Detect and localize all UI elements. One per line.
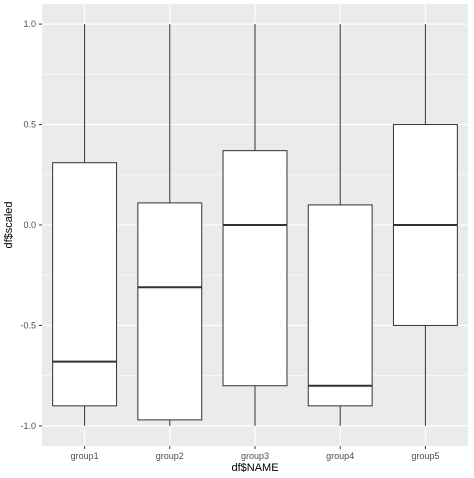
box-iqr <box>222 150 288 387</box>
box-iqr <box>307 204 373 407</box>
y-tick-label: 0.0 <box>23 220 36 230</box>
box-group5 <box>392 24 458 426</box>
box-iqr <box>52 162 118 407</box>
box-group4 <box>307 24 373 426</box>
x-tick-label: group4 <box>326 451 354 461</box>
x-axis: group1 group2 group3 group4 group5 <box>71 446 439 461</box>
y-axis-title: df$scaled <box>3 201 15 248</box>
y-tick-label: -1.0 <box>20 421 36 431</box>
x-tick-label: group2 <box>156 451 184 461</box>
y-tick-label: 1.0 <box>23 19 36 29</box>
x-tick-label: group5 <box>411 451 439 461</box>
y-tick-label: -0.5 <box>20 320 36 330</box>
x-tick-label: group3 <box>241 451 269 461</box>
x-axis-title: df$NAME <box>231 462 278 474</box>
y-axis: -1.0 -0.5 0.0 0.5 1.0 <box>20 19 42 431</box>
box-group1 <box>52 24 118 426</box>
box-group2 <box>137 24 203 426</box>
box-series <box>52 24 458 426</box>
box-group3 <box>222 24 288 426</box>
y-tick-label: 0.5 <box>23 120 36 130</box>
box-iqr <box>137 202 203 421</box>
x-tick-label: group1 <box>71 451 99 461</box>
